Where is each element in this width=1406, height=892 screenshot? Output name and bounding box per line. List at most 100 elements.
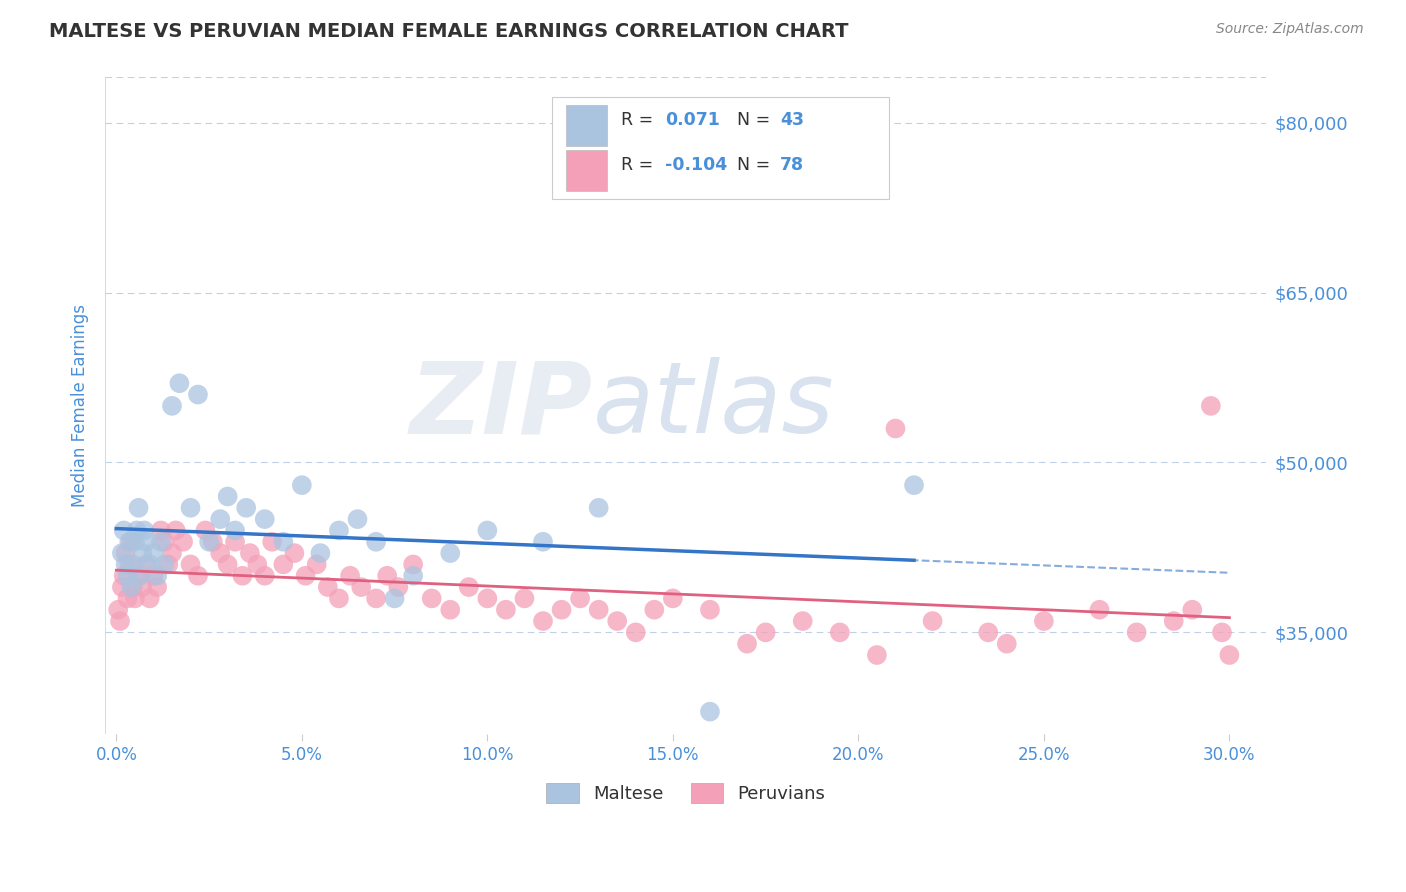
Point [271,558,294,572]
Point [142,568,165,582]
Point [328,591,350,606]
Point [169,376,191,391]
Point [477,524,499,538]
Text: ZIP: ZIP [411,358,593,454]
Point [903,478,925,492]
Point [643,603,665,617]
Point [235,500,257,515]
Point [124,534,146,549]
Point [128,568,150,582]
Text: N =: N = [737,156,776,175]
Point [201,534,224,549]
Point [224,534,246,549]
Point [253,512,276,526]
Point [346,512,368,526]
Point [146,580,169,594]
Bar [567,105,607,145]
Point [114,558,136,572]
Point [114,546,136,560]
Point [209,512,232,526]
Point [606,614,628,628]
Point [792,614,814,628]
Y-axis label: Median Female Earnings: Median Female Earnings [72,304,89,508]
Point [699,705,721,719]
Point [125,524,148,538]
Point [271,534,294,549]
Point [977,625,1000,640]
Point [262,534,284,549]
Point [246,558,269,572]
Point [187,387,209,401]
Point [172,534,194,549]
Point [107,603,129,617]
Point [239,546,262,560]
Point [129,568,152,582]
Point [124,591,146,606]
Text: Source: ZipAtlas.com: Source: ZipAtlas.com [1216,22,1364,37]
Point [350,580,373,594]
Point [375,568,398,582]
Point [339,568,361,582]
Point [1218,648,1240,662]
Point [1181,603,1204,617]
Point [112,568,135,582]
Point [135,534,157,549]
Point [550,603,572,617]
Point [194,524,217,538]
Point [135,558,157,572]
Point [866,648,889,662]
Text: R =: R = [621,112,658,129]
Point [1088,603,1111,617]
Point [231,568,253,582]
Point [291,478,314,492]
Point [209,546,232,560]
Point [384,591,406,606]
Point [187,568,209,582]
Point [316,580,339,594]
Point [153,534,176,549]
Point [224,524,246,538]
Point [1163,614,1185,628]
Point [149,524,172,538]
Point [157,558,180,572]
Point [495,603,517,617]
Text: R =: R = [621,156,658,175]
Point [1032,614,1054,628]
Text: MALTESE VS PERUVIAN MEDIAN FEMALE EARNINGS CORRELATION CHART: MALTESE VS PERUVIAN MEDIAN FEMALE EARNIN… [49,22,849,41]
Point [439,603,461,617]
Point [328,524,350,538]
Point [531,534,554,549]
Point [699,603,721,617]
Point [477,591,499,606]
Point [128,500,150,515]
Point [153,558,176,572]
Point [112,524,135,538]
FancyBboxPatch shape [553,97,889,199]
Point [569,591,592,606]
Point [995,637,1018,651]
Point [1125,625,1147,640]
Point [283,546,305,560]
Point [122,580,145,594]
Point [165,524,187,538]
Point [387,580,409,594]
Point [364,534,387,549]
Point [146,568,169,582]
Point [111,580,134,594]
Point [294,568,316,582]
Bar [567,151,607,191]
Point [111,546,134,560]
Point [755,625,778,640]
Point [217,490,239,504]
Point [117,591,139,606]
Point [180,558,202,572]
Point [142,546,165,560]
Point [531,614,554,628]
Point [828,625,851,640]
Point [149,534,172,549]
Point [402,558,425,572]
Point [138,558,160,572]
Point [198,534,221,549]
Text: atlas: atlas [593,358,835,454]
Point [1199,399,1222,413]
